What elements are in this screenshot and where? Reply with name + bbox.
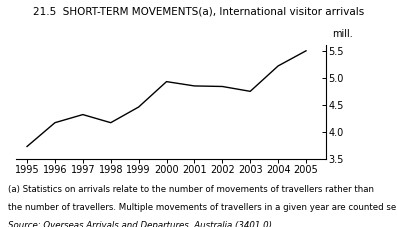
Text: the number of travellers. Multiple movements of travellers in a given year are c: the number of travellers. Multiple movem… xyxy=(8,203,397,212)
Text: (a) Statistics on arrivals relate to the number of movements of travellers rathe: (a) Statistics on arrivals relate to the… xyxy=(8,185,374,194)
Text: 21.5  SHORT-TERM MOVEMENTS(a), International visitor arrivals: 21.5 SHORT-TERM MOVEMENTS(a), Internatio… xyxy=(33,7,364,17)
Text: mill.: mill. xyxy=(333,29,353,39)
Text: Source: Overseas Arrivals and Departures, Australia (3401.0).: Source: Overseas Arrivals and Departures… xyxy=(8,221,275,227)
